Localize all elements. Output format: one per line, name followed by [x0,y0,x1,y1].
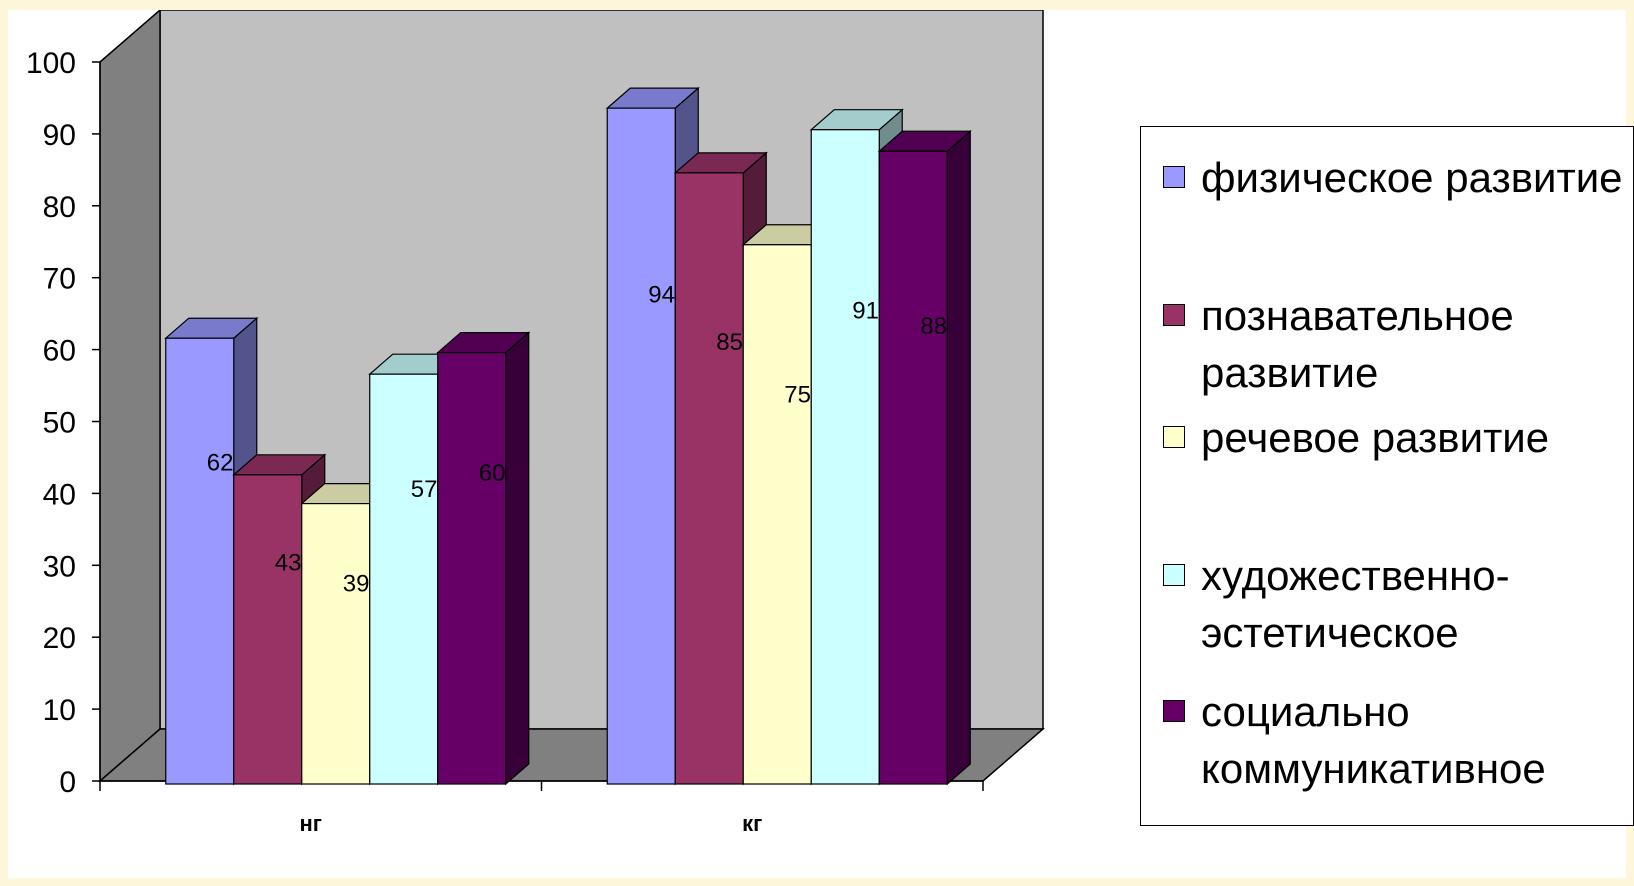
bar-1-3 [810,129,880,785]
bar-side-1-4 [946,129,971,786]
y-tick-label: 90 [43,119,76,152]
data-label: 85 [716,329,743,356]
data-label: 39 [343,570,370,597]
legend-swatch [1163,700,1185,722]
data-label: 43 [275,549,302,576]
legend-swatch [1163,564,1185,586]
side-wall [99,10,161,783]
y-tick-label: 60 [43,335,76,368]
legend-label: физическое развитие [1201,154,1623,201]
y-tick-label: 50 [43,407,76,440]
y-tick-label: 40 [43,478,76,511]
data-label: 62 [207,450,234,477]
legend-swatch [1163,426,1185,448]
data-label: 57 [411,476,438,503]
y-tick-label: 20 [43,622,76,655]
y-tick-label: 80 [43,191,76,224]
legend-label: художественно-эстетическое [1201,552,1510,656]
y-tick-label: 100 [26,47,76,80]
bar-1-2 [742,244,812,785]
legend-label: социально коммуникативное [1201,688,1546,792]
legend-label: речевое развитие [1201,414,1550,461]
bar-1-1 [674,172,744,785]
x-category-label: кг [742,811,762,836]
data-label: 88 [920,313,947,340]
x-category-label: нг [300,811,322,836]
bar-0-1 [233,474,303,785]
y-tick-label: 70 [43,263,76,296]
y-tick-label: 10 [43,694,76,727]
legend-swatch [1163,304,1185,326]
chart-legend: физическое развитие познавательное развит… [1140,126,1634,826]
data-label: 60 [479,460,506,487]
bar-0-2 [301,502,371,785]
bar-0-3 [369,373,439,785]
bar-0-0 [165,337,235,785]
y-tick-label: 30 [43,550,76,583]
bar-1-0 [606,107,676,785]
data-label: 91 [852,297,879,324]
y-tick-label: 0 [59,766,76,799]
legend-label: познавательное развитие [1201,292,1514,396]
chart-frame: 0 10 20 30 40 50 60 70 80 90 100 62 43 39 57 60 нг 94 85 75… [8,10,1634,878]
bar-side-0-4 [505,331,530,786]
bar-1-4 [878,150,948,785]
data-label: 94 [648,282,675,309]
legend-swatch [1163,166,1185,188]
data-label: 75 [784,381,811,408]
bar-0-4 [437,352,507,785]
bar-chart: 0 10 20 30 40 50 60 70 80 90 100 62 43 39 57 60 нг 94 85 75… [26,10,1046,836]
